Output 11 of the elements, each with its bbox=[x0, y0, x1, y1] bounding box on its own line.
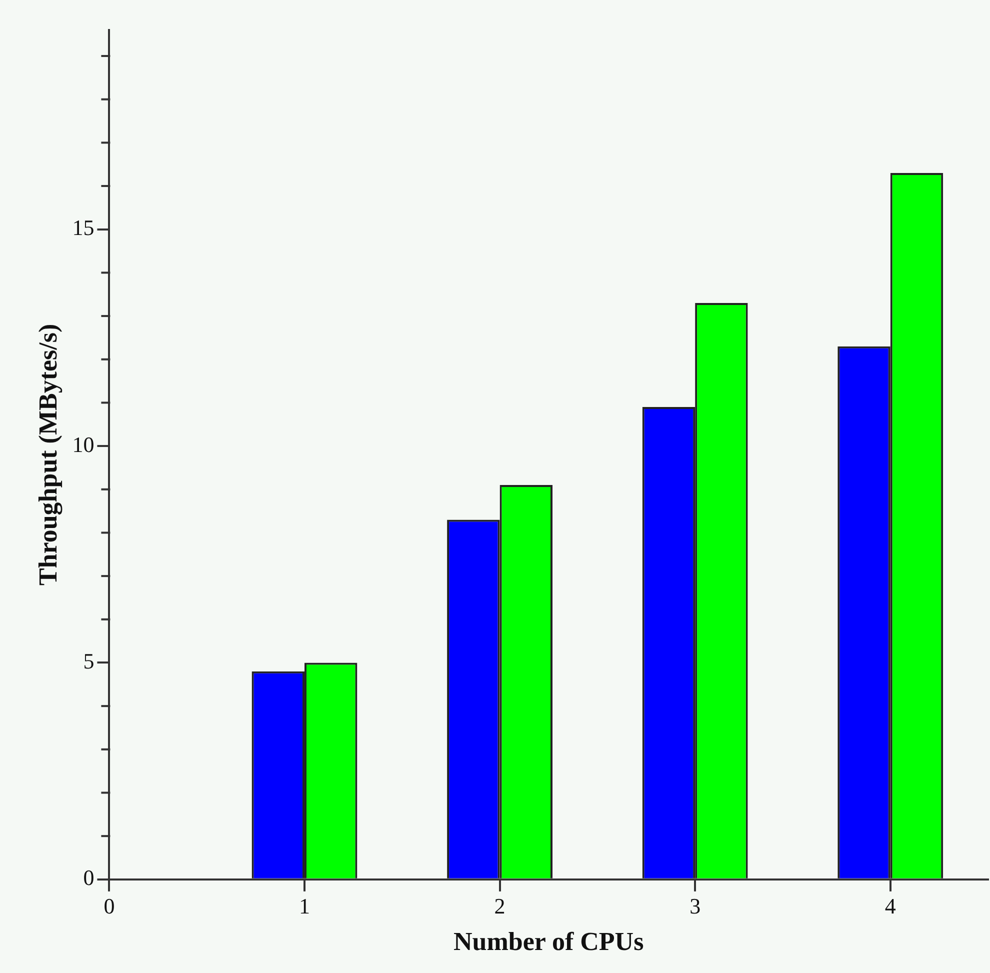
x-tick-label: 0 bbox=[104, 893, 115, 918]
y-axis-title: Throughput (MBytes/s) bbox=[33, 324, 62, 586]
y-tick-label: 5 bbox=[83, 648, 94, 674]
x-axis-title: Number of CPUs bbox=[454, 927, 644, 956]
y-tick-label: 10 bbox=[72, 432, 94, 457]
x-tick-label: 2 bbox=[494, 893, 506, 918]
x-tick-label: 1 bbox=[298, 893, 310, 918]
y-tick-label: 15 bbox=[72, 215, 94, 240]
x-tick-label: 4 bbox=[884, 893, 896, 918]
x-tick-label: 3 bbox=[690, 893, 701, 918]
y-tick-label: 0 bbox=[83, 865, 94, 890]
